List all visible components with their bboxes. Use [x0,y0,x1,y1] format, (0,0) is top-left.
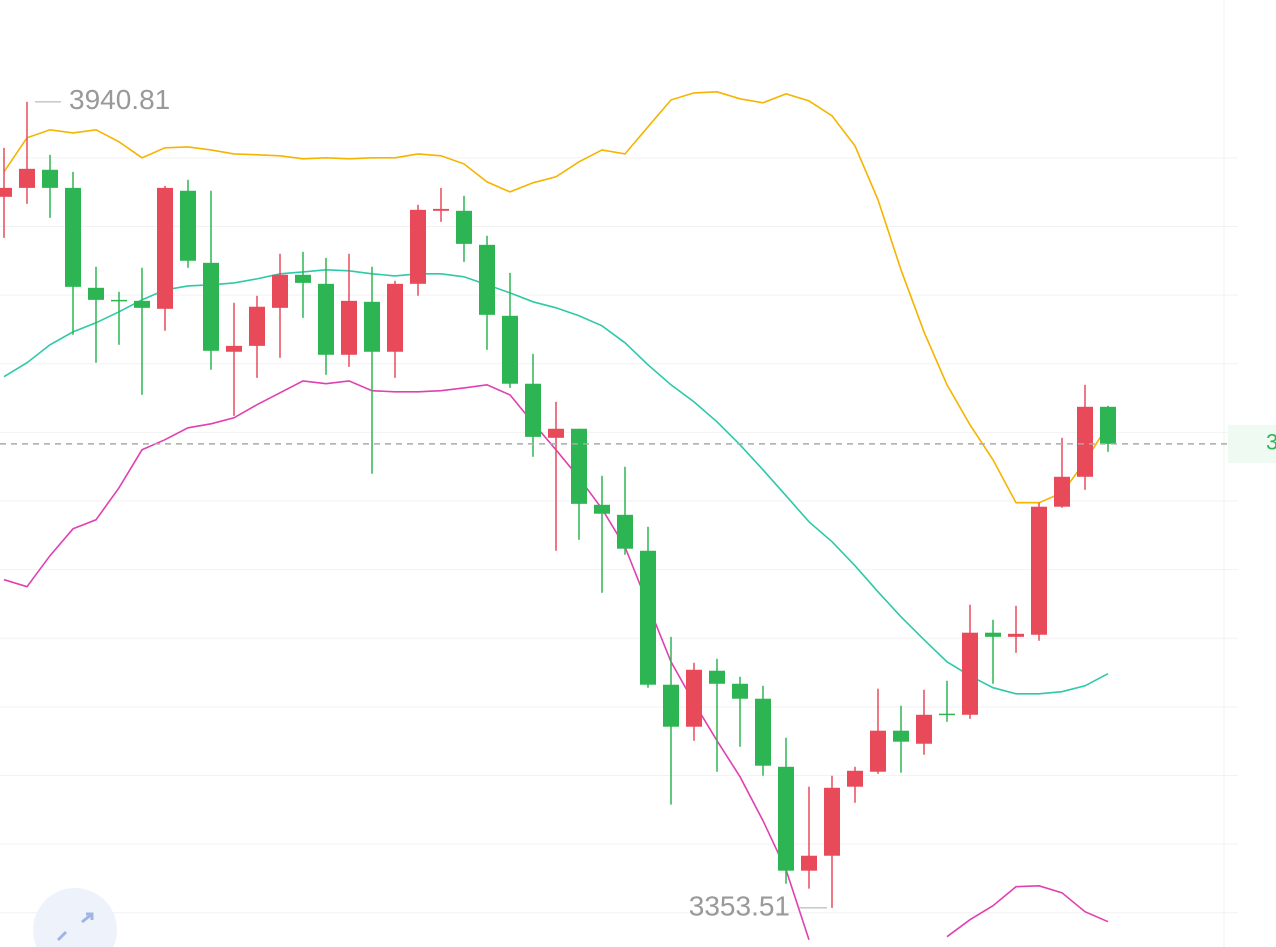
candle-body [134,300,150,308]
candle-body [272,274,288,308]
candle-body [617,514,633,549]
candle-body [985,632,1001,637]
candle-body [111,299,127,302]
candle-body [387,283,403,352]
candle-body [939,713,955,716]
candle-body [364,301,380,352]
candle-body [571,428,587,504]
candle-body [42,169,58,188]
candle-body [801,855,817,871]
last-price-tag [1228,424,1276,463]
candle-body [594,504,610,514]
candle-body [180,190,196,261]
candle-body [548,428,564,438]
candle-body [249,306,265,346]
candle-body [686,669,702,727]
band-line [946,884,1109,938]
candle-body [226,345,242,352]
candle-body [1077,406,1093,477]
candle-body [203,262,219,351]
candle-body [870,730,886,772]
candle-body [525,383,541,437]
candle-body [732,683,748,699]
candle-body [410,209,426,284]
candle-body [824,787,840,856]
candle-body [19,168,35,188]
max-label: 3940.81 [69,84,170,115]
candle-body [893,730,909,742]
candle-body [295,274,311,283]
candle-body [65,187,81,287]
candle-body [456,210,472,244]
candle-body [663,684,679,727]
last-price-label: 3691.6 [1266,430,1276,455]
min-label: 3353.51 [689,890,790,921]
zoom-button[interactable] [33,888,117,947]
candle-body [640,550,656,685]
zoom-button-bg [33,888,117,947]
candle-body [157,187,173,309]
candle-body [0,187,12,197]
candle-body [709,670,725,684]
candle-body [962,632,978,715]
band-line [3,268,1109,695]
candle-body [1008,633,1024,637]
candle-body [847,770,863,787]
band-line [3,380,810,940]
candle-body [1031,506,1047,635]
candle-body [433,208,449,211]
candle-body [479,244,495,315]
candle-body [502,315,518,384]
candle-body [778,766,794,871]
candle-body [1054,476,1070,507]
band-line [3,90,1109,504]
candle-body [88,287,104,300]
candle-body [1100,406,1116,444]
candle-body [916,714,932,744]
zoom-icon [56,912,94,942]
candle-body [318,283,334,355]
candle-body [755,698,771,766]
candle-body [341,300,357,355]
